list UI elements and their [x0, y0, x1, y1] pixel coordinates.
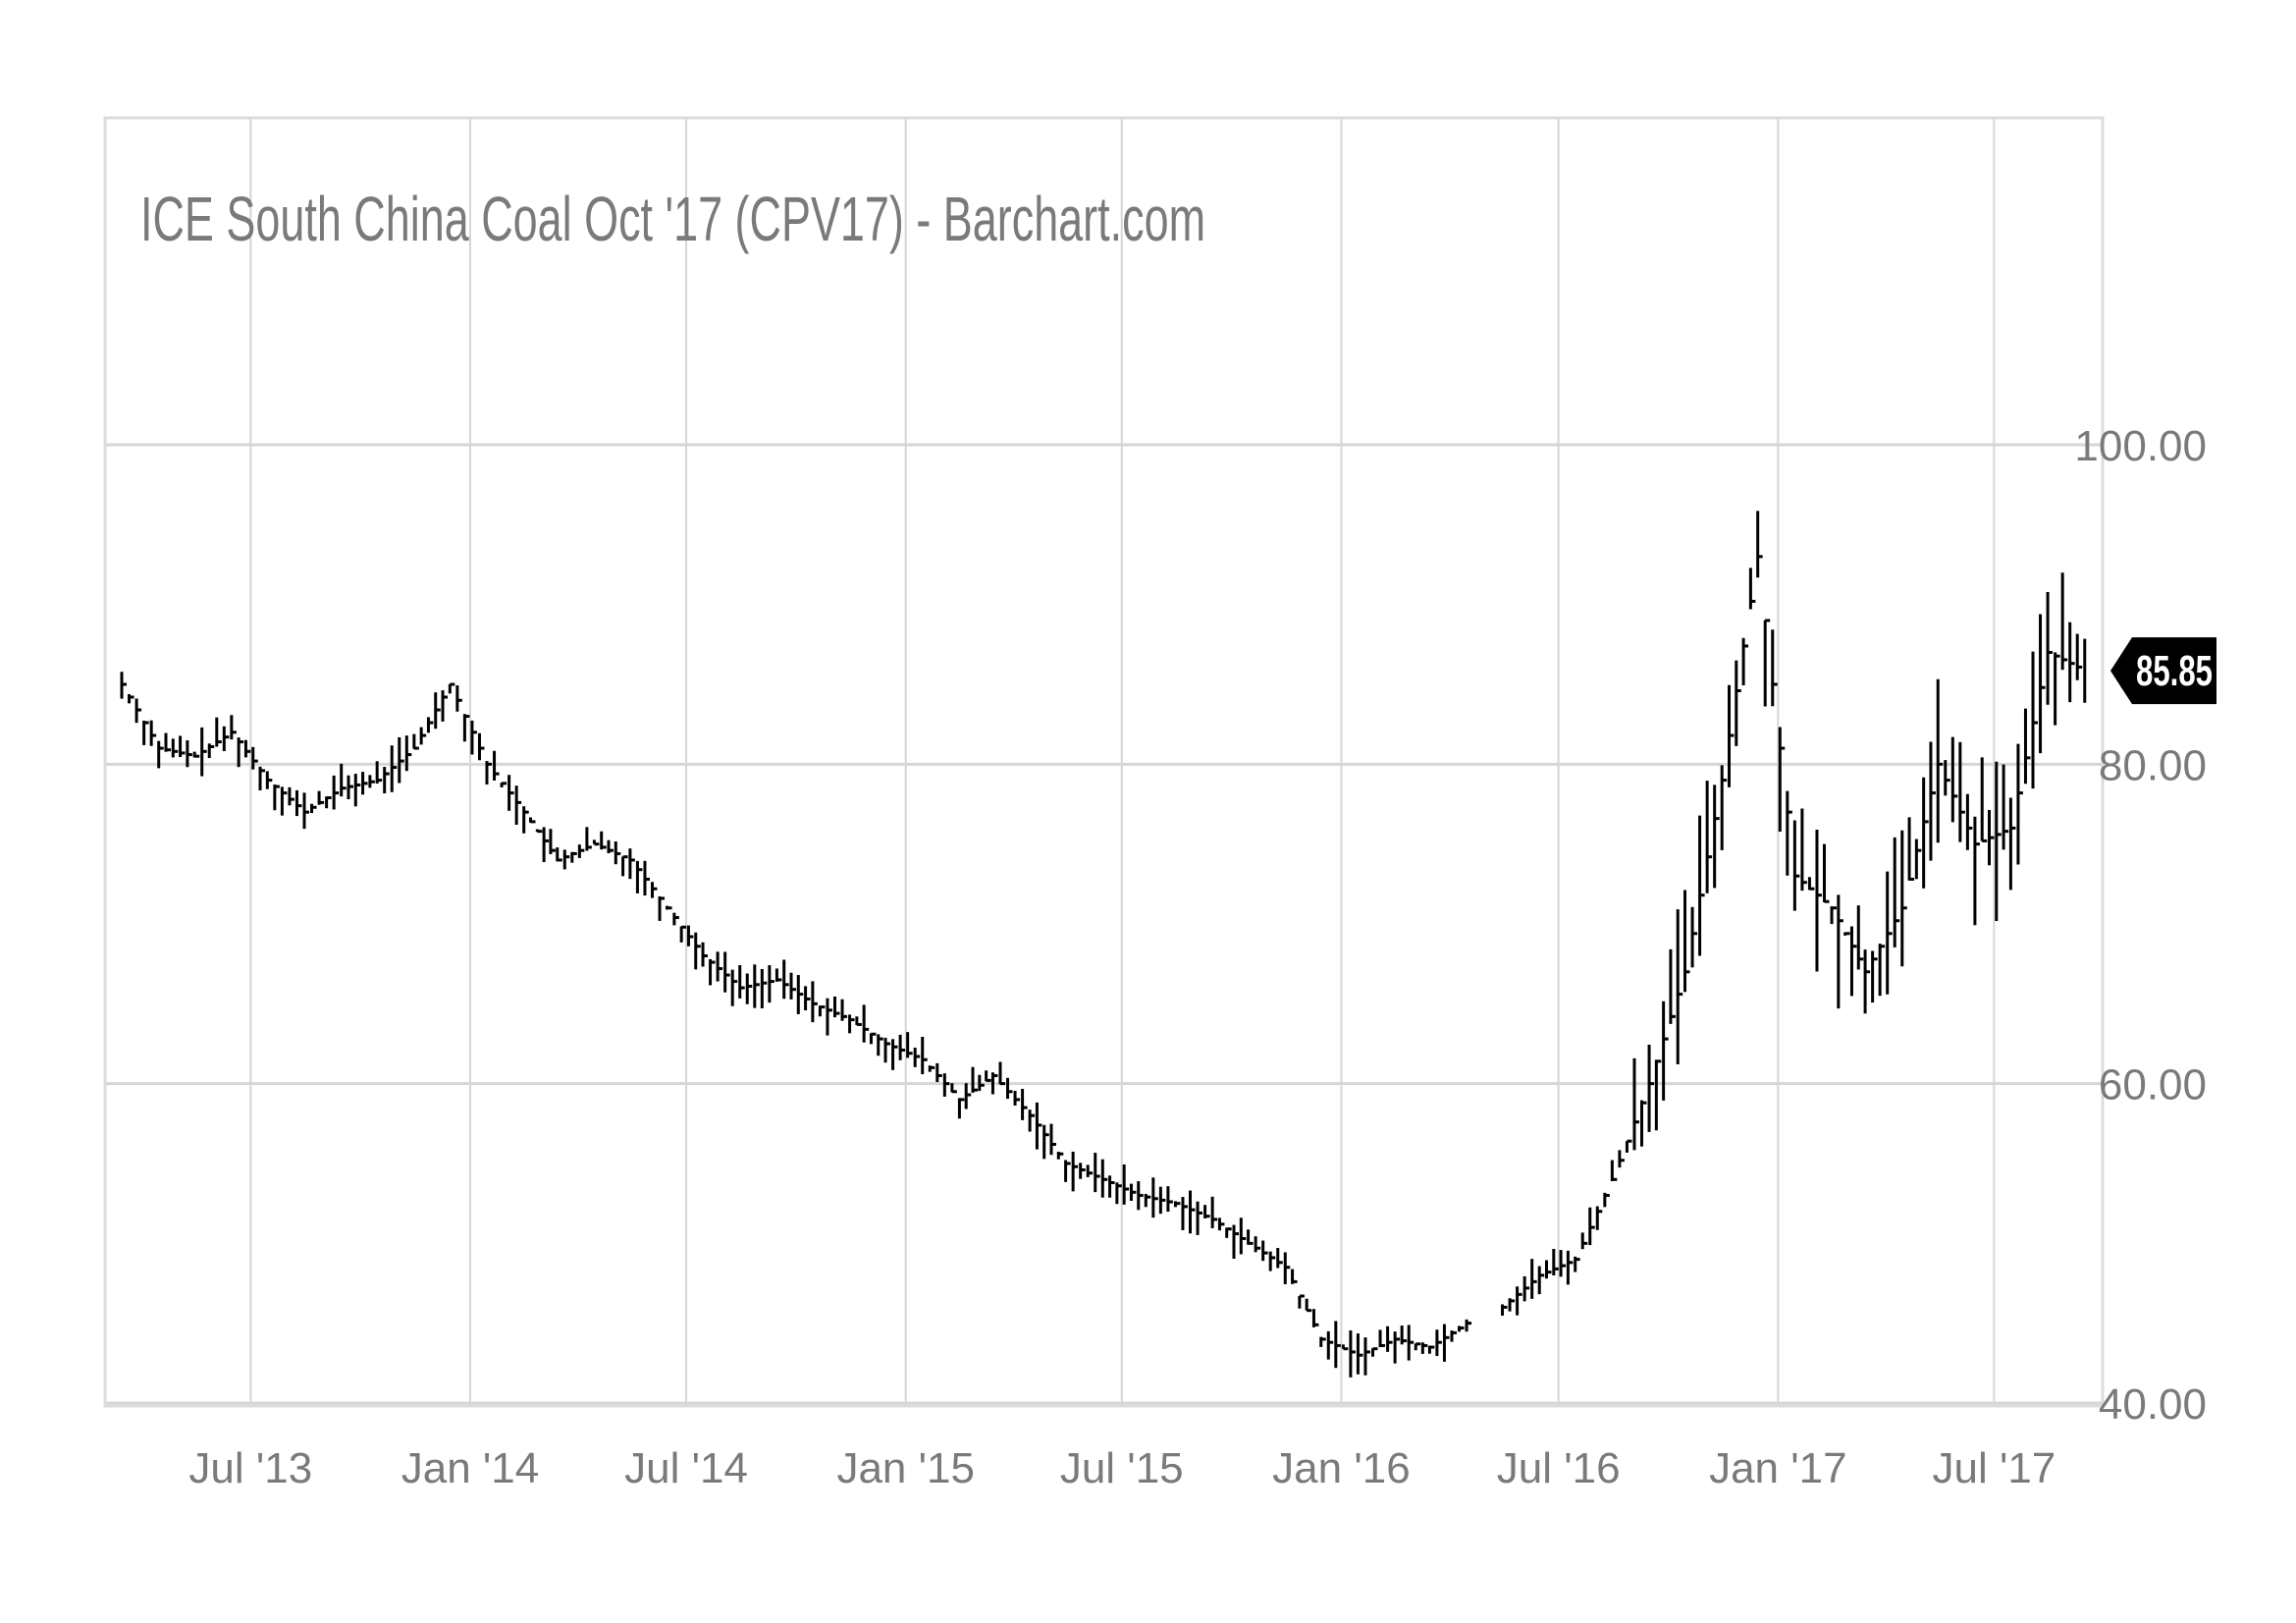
x-tick-label: Jul '13: [188, 1444, 312, 1492]
y-tick-label: 100.00: [2074, 422, 2207, 470]
plot-frame: [103, 116, 2105, 1408]
y-tick-label: 60.00: [2099, 1061, 2207, 1109]
x-tick-label: Jul '17: [1932, 1444, 2056, 1492]
x-tick-label: Jan '15: [836, 1444, 975, 1492]
last-price-label: 85.85: [2136, 647, 2213, 695]
last-price-tag-shape: [2110, 637, 2216, 705]
y-tick-label: 80.00: [2099, 741, 2207, 789]
grid-lines: [105, 118, 2103, 1406]
x-tick-label: Jul '14: [624, 1444, 748, 1492]
x-tick-label: Jan '16: [1272, 1444, 1411, 1492]
x-axis-tick-labels: Jul '13 Jan '14 Jul '14 Jan '15 Jul '15 Jan '…: [188, 1444, 2056, 1492]
price-bars: [120, 511, 2087, 1378]
y-tick-label: 40.00: [2099, 1380, 2207, 1429]
x-tick-label: Jul '16: [1497, 1444, 1621, 1492]
x-tick-label: Jan '14: [401, 1444, 540, 1492]
last-price-tag: 85.85: [2110, 637, 2216, 705]
x-tick-label: Jul '15: [1060, 1444, 1184, 1492]
y-axis-tick-labels: 100.00 80.00 60.00 40.00: [2074, 422, 2207, 1429]
chart-title: ICE South China Coal Oct '17 (CPV17) - B…: [140, 184, 1205, 254]
x-tick-label: Jan '17: [1709, 1444, 1847, 1492]
